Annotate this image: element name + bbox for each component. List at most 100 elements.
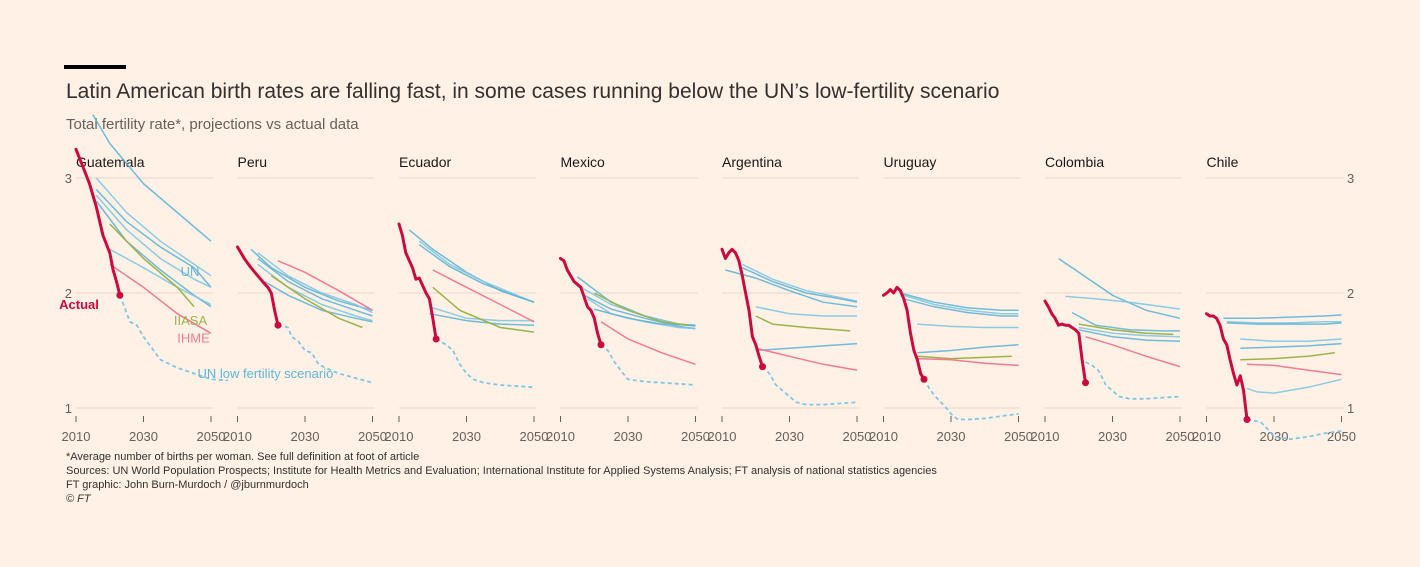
ihme-projection-line	[917, 357, 1019, 367]
actual-data-line	[1043, 299, 1087, 385]
un-projection-line	[95, 177, 212, 277]
un-projection-line	[1223, 314, 1342, 320]
actual-data-line	[882, 285, 926, 381]
iiasa-projection-line	[1240, 352, 1335, 361]
x-tick-label: 2010	[223, 429, 252, 444]
x-tick-label: 2010	[1031, 429, 1060, 444]
un-projection-line	[741, 267, 858, 303]
x-tick-label: 2030	[1098, 429, 1127, 444]
actual-latest-point	[597, 341, 605, 349]
chart-title: Latin American birth rates are falling f…	[66, 80, 1000, 103]
un-low-fertility-line	[600, 344, 696, 386]
un-projection-line	[92, 114, 212, 242]
ihme-projection-line	[109, 263, 212, 334]
iiasa-projection-line	[593, 292, 689, 326]
x-tick-label: 2010	[708, 429, 737, 444]
panel-guatemala: 2010 2030 2050 Guatemala UN Actual IIASA IHME UN…	[59, 114, 334, 444]
un-projection-line	[257, 252, 373, 314]
x-tick-label: 2050	[681, 429, 710, 444]
iiasa-projection-line	[270, 275, 363, 329]
x-tick-label: 2030	[937, 429, 966, 444]
definition-note: *Average number of births per woman. See…	[66, 451, 420, 463]
actual-data-line	[720, 247, 764, 369]
un-projection-line	[264, 280, 373, 323]
actual-data-line	[559, 257, 603, 347]
ihme-projection-line	[432, 269, 535, 323]
label-iiasa: IIASA	[174, 313, 208, 328]
panel-chile: 2010 2030 2050 Chile	[1192, 154, 1356, 444]
un-low-fertility-line	[923, 378, 1019, 421]
un-projection-line	[1058, 257, 1181, 320]
panel-uruguay: 2010 2030 2050 Uruguay	[869, 154, 1033, 444]
iiasa-projection-line	[1078, 323, 1174, 336]
label-actual: Actual	[59, 297, 99, 312]
un-low-fertility-line	[119, 294, 228, 382]
x-tick-label: 2030	[129, 429, 158, 444]
un-projection-line	[917, 323, 1019, 329]
x-tick-label: 2010	[1192, 429, 1221, 444]
ihme-projection-line	[755, 347, 858, 371]
panel-title: Argentina	[722, 154, 782, 170]
x-tick-label: 2030	[614, 429, 643, 444]
panel-title: Colombia	[1045, 154, 1104, 170]
un-projection-line	[1078, 326, 1181, 338]
un-projection-line	[900, 292, 1019, 312]
iiasa-projection-line	[109, 223, 195, 308]
un-projection-line	[594, 308, 696, 326]
x-tick-label: 2010	[869, 429, 898, 444]
panel-argentina: 2010 2030 2050 Argentina	[708, 154, 872, 444]
un-projection-line	[755, 306, 857, 317]
actual-latest-point	[432, 335, 440, 343]
panel-title: Guatemala	[76, 154, 145, 170]
x-tick-label: 2050	[358, 429, 387, 444]
y-tick-label-right: 2	[1347, 286, 1354, 301]
graphic-credit: FT graphic: John Burn-Murdoch / @jburnmu…	[66, 479, 309, 491]
un-projection-line	[109, 248, 212, 306]
x-tick-label: 2050	[1327, 429, 1356, 444]
ihme-projection-line	[1246, 363, 1342, 376]
un-projection-line	[1240, 342, 1342, 349]
actual-latest-point	[920, 375, 928, 383]
un-projection-line	[917, 344, 1019, 354]
un-projection-line	[429, 312, 535, 326]
panel-ecuador: 2010 2030 2050 Ecuador	[385, 154, 549, 444]
actual-latest-point	[1082, 379, 1089, 387]
un-low-fertility-line	[761, 365, 858, 406]
un-projection-line	[250, 248, 373, 312]
panel-title: Mexico	[561, 154, 606, 170]
un-projection-line	[1226, 322, 1342, 325]
un-projection-line	[1071, 311, 1180, 332]
un-projection-line	[95, 200, 212, 308]
x-tick-label: 2050	[197, 429, 226, 444]
ihme-projection-line	[1085, 335, 1181, 368]
un-projection-line	[1078, 329, 1181, 343]
un-projection-line	[1226, 321, 1342, 324]
x-tick-label: 2010	[62, 429, 91, 444]
y-tick-label-left: 2	[65, 286, 72, 301]
x-tick-label: 2030	[452, 429, 481, 444]
actual-data-line	[1205, 312, 1249, 421]
label-un-low: UN low fertility scenario	[198, 366, 334, 381]
y-tick-label-left: 3	[65, 171, 72, 186]
iiasa-projection-line	[755, 315, 851, 332]
y-tick-label-left: 1	[65, 401, 72, 416]
un-low-fertility-line	[1085, 361, 1181, 400]
footnotes: *Average number of births per woman. See…	[66, 450, 937, 506]
panel-title: Peru	[238, 154, 268, 170]
panel-mexico: 2010 2030 2050 Mexico	[546, 154, 710, 444]
chart-subtitle: Total fertility rate*, projections vs ac…	[66, 116, 359, 133]
actual-latest-point	[1243, 416, 1251, 423]
un-projection-line	[1246, 378, 1342, 394]
x-tick-label: 2050	[843, 429, 872, 444]
actual-latest-point	[116, 291, 124, 299]
copyright: © FT	[66, 493, 91, 505]
un-low-fertility-line	[435, 338, 535, 389]
un-projection-line	[429, 306, 534, 322]
x-tick-label: 2050	[520, 429, 549, 444]
panel-title: Chile	[1207, 154, 1239, 170]
iiasa-projection-line	[432, 286, 535, 333]
actual-latest-point	[274, 321, 282, 329]
label-ihme: IHME	[177, 330, 210, 345]
y-tick-label-right: 3	[1347, 171, 1354, 186]
un-low-fertility-line	[1246, 418, 1342, 441]
